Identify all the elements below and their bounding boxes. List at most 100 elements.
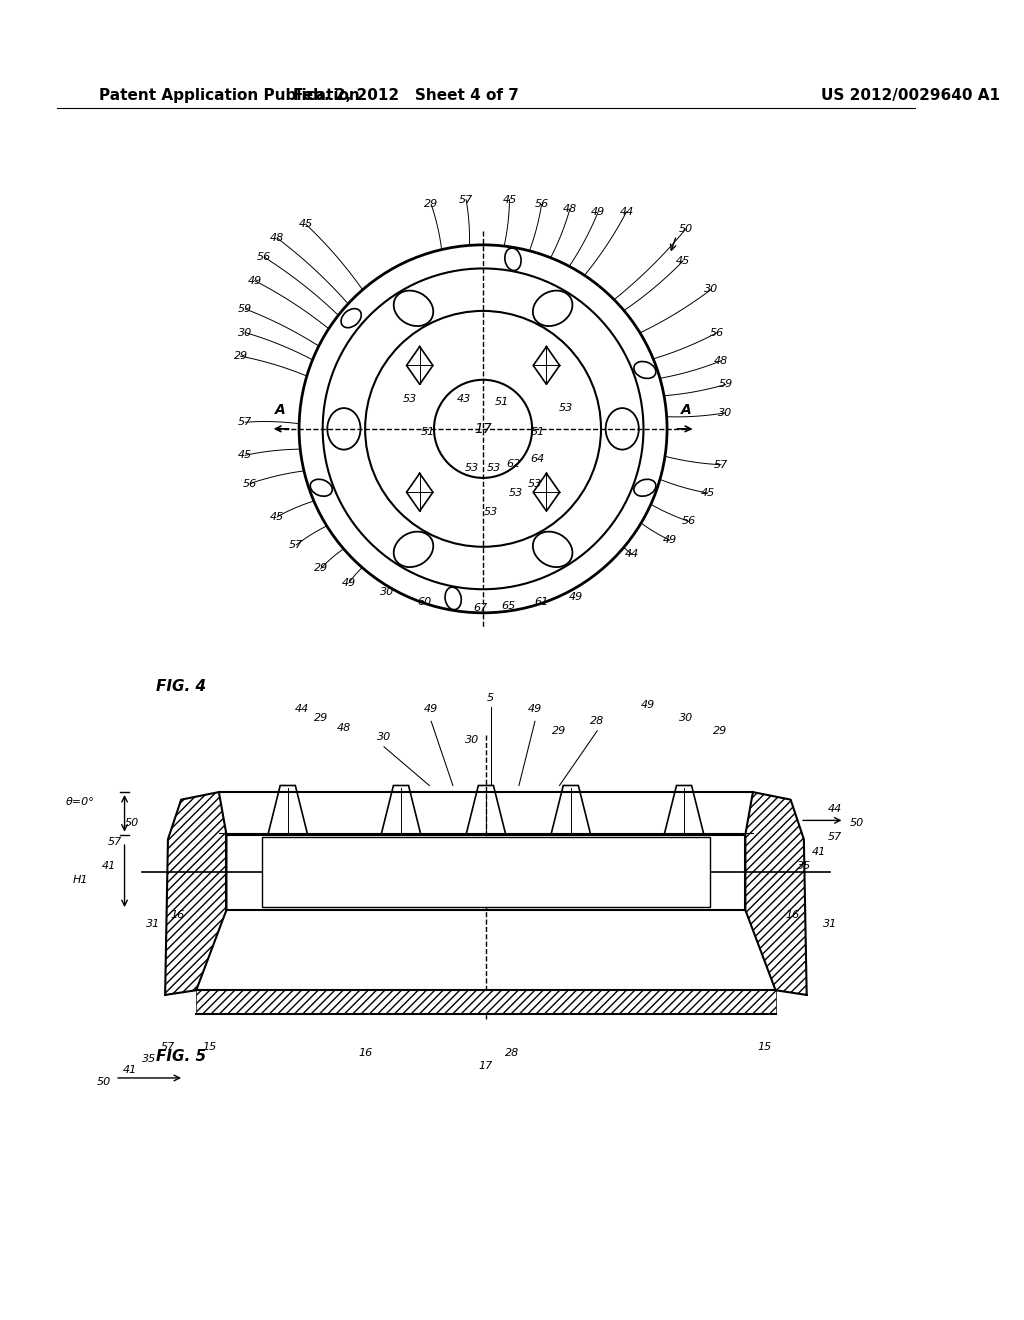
Text: A: A [681,403,691,417]
Text: 57: 57 [289,540,303,550]
Text: 50: 50 [850,818,864,828]
Text: 56: 56 [257,252,271,263]
Text: 45: 45 [700,488,715,498]
Text: A: A [274,403,286,417]
Text: 49: 49 [641,701,655,710]
Text: 59: 59 [719,379,733,389]
Polygon shape [745,792,807,995]
Polygon shape [197,990,775,1014]
Text: 35: 35 [142,1055,157,1064]
Text: 57: 57 [108,837,122,847]
Text: 65: 65 [502,601,516,611]
Text: 45: 45 [503,194,517,205]
Text: 5: 5 [487,693,495,702]
Text: 50: 50 [125,818,139,828]
Text: H1: H1 [73,875,88,884]
Text: 29: 29 [233,351,248,362]
Text: 17: 17 [479,1061,493,1071]
Text: 28: 28 [505,1048,519,1059]
Text: 44: 44 [295,704,309,714]
Text: 48: 48 [270,234,285,243]
Text: 29: 29 [313,564,328,573]
Text: 64: 64 [530,454,545,465]
Text: 30: 30 [377,733,391,742]
Text: 56: 56 [710,327,724,338]
Text: 16: 16 [358,1048,373,1059]
Text: US 2012/0029640 A1: US 2012/0029640 A1 [821,88,999,103]
Text: 51: 51 [530,426,545,437]
Text: 45: 45 [676,256,690,265]
Text: 56: 56 [243,479,257,488]
Bar [226,834,745,909]
Text: 48: 48 [337,723,351,733]
Text: 31: 31 [145,919,160,929]
Text: 30: 30 [719,408,733,418]
Text: 60: 60 [418,597,432,606]
Text: 53: 53 [465,463,479,474]
Text: 50: 50 [679,224,693,234]
Text: 53: 53 [487,463,502,474]
Text: 57: 57 [239,417,253,428]
Text: 30: 30 [239,327,253,338]
Text: 53: 53 [527,479,542,488]
Text: 49: 49 [424,704,438,714]
Text: 53: 53 [402,393,417,404]
Text: 49: 49 [342,578,356,587]
Text: 41: 41 [812,846,826,857]
Text: 28: 28 [421,875,437,888]
Text: 67: 67 [473,603,487,612]
Text: 61: 61 [535,597,549,606]
Text: 17: 17 [474,422,492,436]
Text: 49: 49 [568,591,583,602]
Text: 53: 53 [483,507,498,517]
Text: 29: 29 [713,726,727,735]
Text: 49: 49 [248,276,262,285]
Text: Patent Application Publication: Patent Application Publication [99,88,359,103]
Text: 59: 59 [239,304,253,314]
Text: 45: 45 [270,512,285,521]
Text: 62: 62 [506,459,520,469]
Text: 41: 41 [123,1065,137,1076]
Text: 31: 31 [823,919,838,929]
Text: 57: 57 [827,833,842,842]
Text: 29: 29 [424,199,438,210]
Text: 56: 56 [682,516,696,527]
Text: 53: 53 [559,403,573,413]
Text: 49: 49 [527,704,542,714]
Text: 56: 56 [535,199,549,210]
Text: 48: 48 [714,356,728,366]
Text: 30: 30 [705,284,719,294]
Text: 49: 49 [663,535,677,545]
Text: 44: 44 [620,207,634,216]
Text: 30: 30 [380,587,394,597]
Text: 44: 44 [827,804,842,814]
Text: 57: 57 [161,1041,175,1052]
Text: 43: 43 [457,393,471,404]
Text: 15: 15 [203,1041,217,1052]
Text: 30: 30 [679,714,693,723]
Text: 35: 35 [797,861,811,871]
Text: 48: 48 [563,205,577,214]
Text: 50: 50 [96,1077,111,1086]
Text: 49: 49 [591,207,605,216]
Polygon shape [165,792,226,995]
Text: 45: 45 [299,219,312,230]
Text: 41: 41 [101,861,116,871]
Text: Feb. 2, 2012   Sheet 4 of 7: Feb. 2, 2012 Sheet 4 of 7 [293,88,518,103]
Text: 51: 51 [421,426,435,437]
Text: 15: 15 [757,1041,771,1052]
Text: FIG. 5: FIG. 5 [156,1049,206,1064]
Text: 16: 16 [785,909,800,920]
Text: FIG. 4: FIG. 4 [156,678,206,694]
Text: 29: 29 [552,726,566,735]
Text: 51: 51 [495,397,509,408]
Text: 57: 57 [714,459,728,470]
Text: 53: 53 [509,488,523,498]
Text: 16: 16 [170,909,184,920]
Text: 28: 28 [590,717,604,726]
Text: 29: 29 [313,714,328,723]
Text: 45: 45 [239,450,253,461]
Bar [262,837,710,907]
Text: 30: 30 [465,735,479,746]
Text: 57: 57 [459,194,473,205]
